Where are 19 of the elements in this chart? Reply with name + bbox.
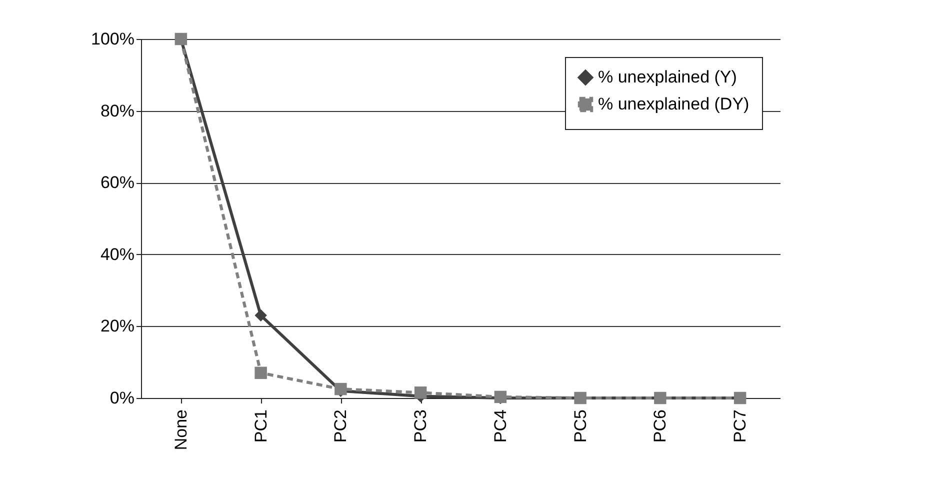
x-tick-label: PC2 bbox=[331, 410, 350, 443]
y-tick-label: 60% bbox=[100, 173, 134, 192]
x-tick-label: None bbox=[171, 410, 190, 450]
y-tick-label: 80% bbox=[100, 101, 134, 120]
y-tick-label: 40% bbox=[100, 244, 134, 264]
legend-label: % unexplained (Y) bbox=[598, 68, 737, 86]
y-tick-label: 100% bbox=[91, 30, 134, 48]
y-tick-label: 0% bbox=[110, 388, 134, 408]
legend-label: % unexplained (DY) bbox=[598, 94, 750, 114]
y-tick-label: 20% bbox=[100, 316, 134, 336]
x-tick-label: PC4 bbox=[490, 410, 510, 443]
x-tick-label: PC5 bbox=[570, 410, 590, 443]
x-tick-label: PC7 bbox=[730, 410, 750, 443]
point bbox=[254, 309, 267, 322]
x-tick-label: PC6 bbox=[650, 410, 670, 443]
point bbox=[414, 386, 427, 399]
point bbox=[254, 366, 267, 379]
x-tick-label: PC1 bbox=[251, 410, 270, 443]
x-tick-label: PC3 bbox=[411, 410, 430, 443]
